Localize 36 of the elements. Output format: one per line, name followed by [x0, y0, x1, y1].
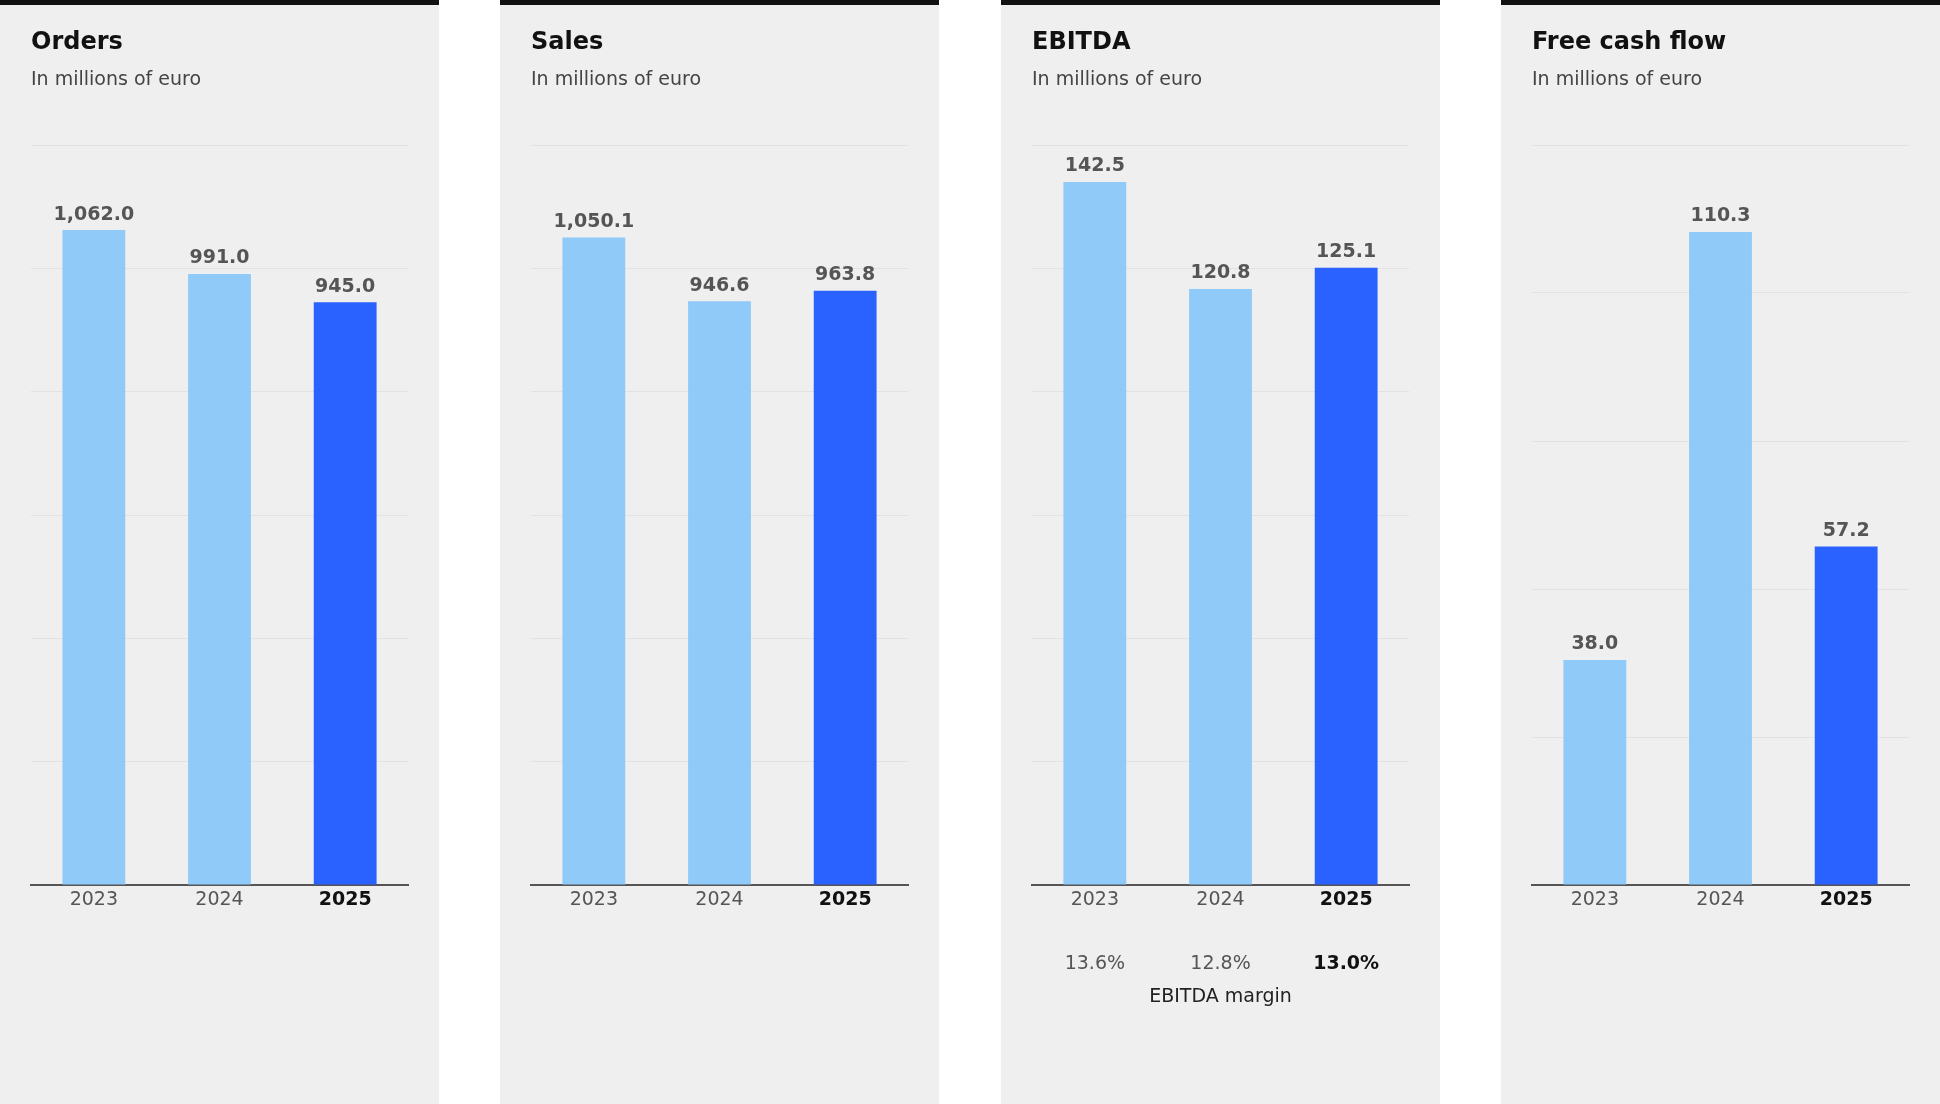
data-label: 1,062.0: [53, 201, 135, 224]
chart-subtitle: In millions of euro: [531, 67, 702, 89]
x-tick-label: 2023: [569, 887, 619, 910]
data-label: 120.8: [1190, 260, 1251, 283]
data-label: 991.0: [189, 245, 250, 268]
x-tick-label: 2023: [1070, 887, 1120, 910]
x-tick-label: 2024: [195, 887, 244, 910]
data-label: 946.6: [689, 272, 750, 295]
data-label: 38.0: [1571, 631, 1619, 654]
text: 12.8%: [1190, 950, 1251, 973]
text: 13.0%: [1313, 950, 1380, 973]
x-tick-label: 2025: [318, 887, 372, 910]
data-label: 110.3: [1690, 203, 1751, 226]
chart-title: Sales: [531, 27, 604, 55]
data-label: 142.5: [1064, 153, 1125, 176]
x-tick-label: 2023: [1570, 887, 1620, 910]
chart-title: Free cash flow: [1532, 27, 1727, 55]
x-tick-label: 2025: [1819, 887, 1873, 910]
x-tick-label: 2024: [1196, 887, 1245, 910]
x-tick-label: 2024: [695, 887, 744, 910]
data-label: 57.2: [1822, 517, 1870, 540]
data-label: 125.1: [1316, 239, 1377, 262]
text: 13.6%: [1064, 950, 1126, 973]
x-tick-label: 2024: [1696, 887, 1745, 910]
x-tick-label: 2023: [69, 887, 119, 910]
data-label: 1,050.1: [553, 208, 635, 231]
x-tick-label: 2025: [818, 887, 872, 910]
chart-subtitle: In millions of euro: [1032, 67, 1203, 89]
data-label: 945.0: [315, 273, 376, 296]
text: EBITDA margin: [1149, 983, 1292, 1006]
chart-title: EBITDA: [1032, 27, 1131, 55]
chart-subtitle: In millions of euro: [31, 67, 202, 89]
chart-title: Orders: [31, 27, 123, 55]
chart-subtitle: In millions of euro: [1532, 67, 1703, 89]
data-label: 963.8: [815, 262, 876, 285]
x-tick-label: 2025: [1319, 887, 1373, 910]
